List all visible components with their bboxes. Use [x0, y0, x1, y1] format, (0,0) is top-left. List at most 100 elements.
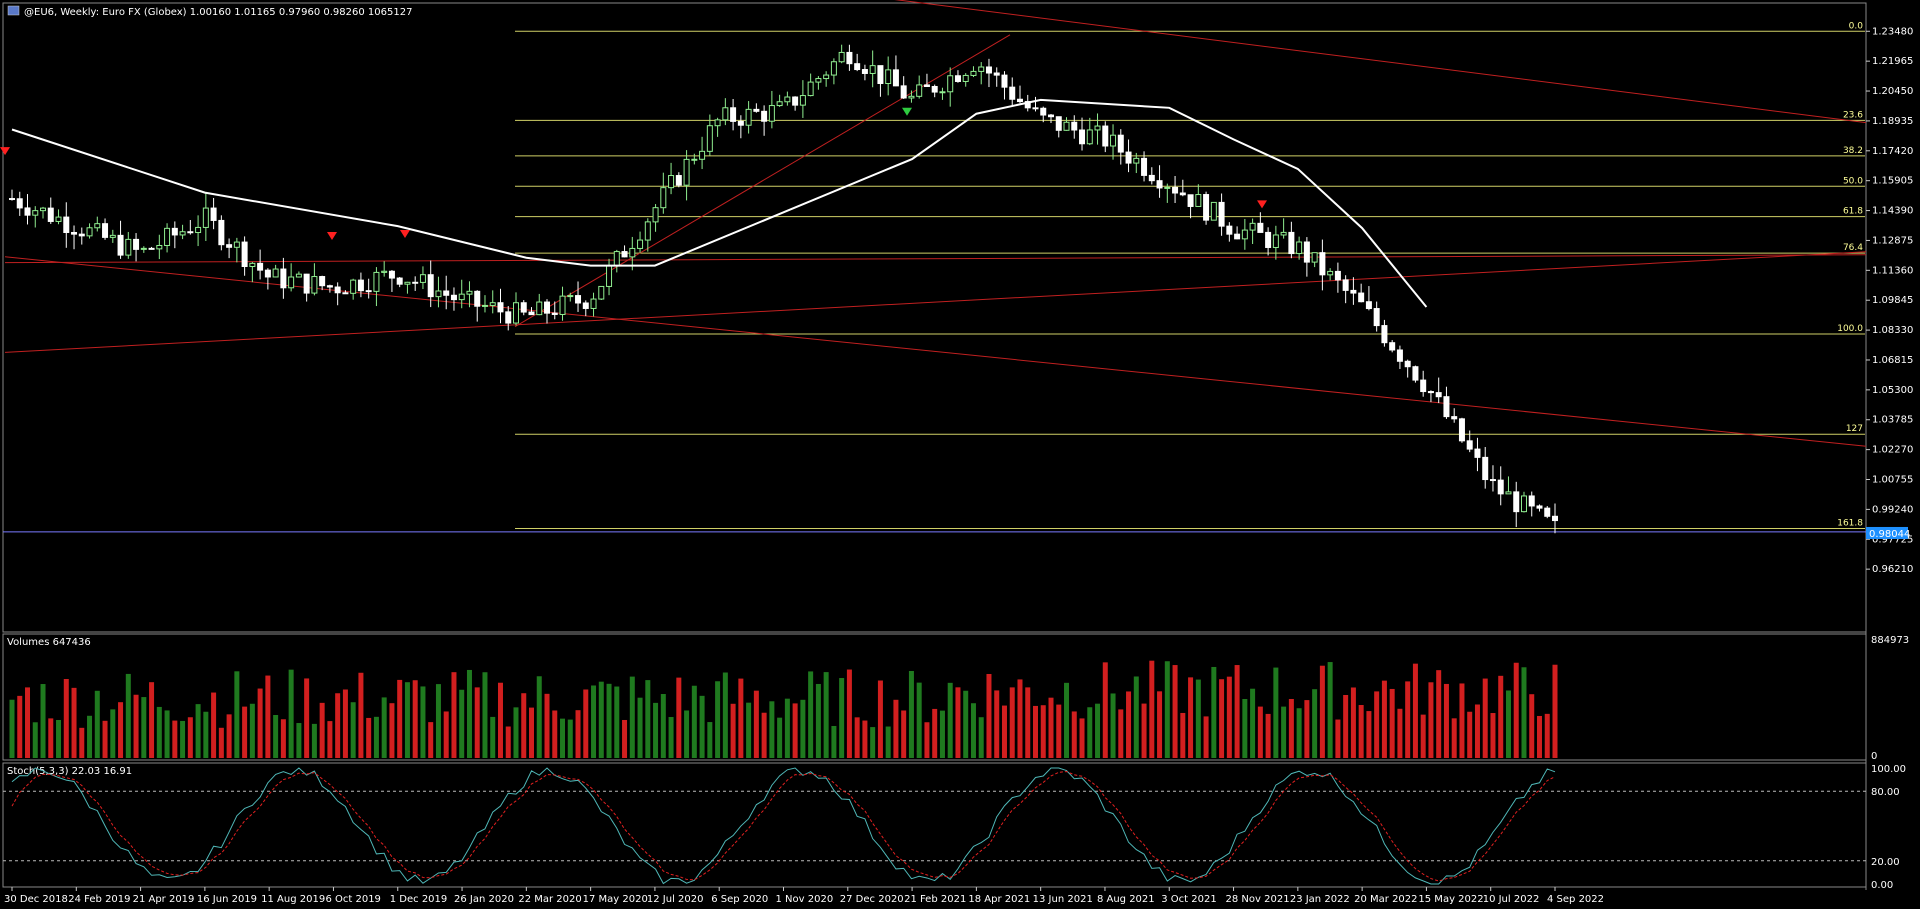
- time-tick-label: 10 Jul 2022: [1483, 894, 1540, 905]
- candle-body: [357, 279, 364, 292]
- volume-bar: [242, 706, 248, 758]
- volume-bar: [1420, 714, 1426, 758]
- volume-bar: [575, 710, 581, 758]
- volume-bar: [1273, 667, 1279, 758]
- stoch-label: Stoch(5,3,3) 22.03 16.91: [7, 766, 132, 777]
- volume-bar: [358, 672, 364, 758]
- time-tick-label: 27 Dec 2020: [840, 894, 904, 905]
- candle-body: [1412, 366, 1419, 381]
- volume-bar: [606, 683, 612, 758]
- candle-body: [854, 63, 861, 71]
- time-tick-label: 26 Jan 2020: [454, 894, 514, 905]
- stoch-tick-label: 80.00: [1871, 787, 1900, 798]
- volume-bar: [1071, 711, 1077, 758]
- candle-body: [233, 241, 240, 248]
- stoch-panel-frame: [2, 762, 1867, 888]
- trend-line[interactable]: [514, 34, 1011, 328]
- candle-body: [792, 96, 799, 106]
- volume-bar: [180, 720, 186, 758]
- candle-body: [730, 107, 737, 122]
- volume-bar: [404, 682, 410, 758]
- candle-body: [1172, 186, 1179, 194]
- trend-line[interactable]: [130, 0, 1867, 124]
- volume-bar: [211, 692, 217, 758]
- time-tick-label: 20 Mar 2022: [1354, 894, 1417, 905]
- candle-body: [164, 227, 171, 246]
- volume-bar: [1126, 691, 1132, 758]
- volume-bar: [420, 686, 426, 758]
- volume-bar: [753, 690, 759, 758]
- volume-bar: [1234, 665, 1240, 758]
- time-tick-label: 18 Apr 2021: [968, 894, 1030, 905]
- volume-bar: [1180, 712, 1186, 758]
- volume-bar: [691, 685, 697, 758]
- volume-bar: [823, 672, 829, 758]
- time-tick-label: 4 Sep 2022: [1547, 894, 1604, 905]
- volume-bar: [1226, 676, 1232, 758]
- volume-bar: [474, 687, 480, 758]
- fibonacci-levels[interactable]: 0.0 23.6 38.2 50.0 61.8 76.4 100.0 127 161.8: [515, 21, 1865, 530]
- candle-body: [1241, 229, 1248, 240]
- candle-body: [637, 239, 644, 249]
- candle-body: [481, 304, 488, 307]
- candle-body: [1249, 222, 1256, 231]
- candle-body: [1513, 491, 1520, 513]
- volume-bar: [350, 702, 356, 758]
- candle-body: [55, 216, 62, 222]
- volume-bar: [335, 693, 341, 758]
- candle-body: [1063, 121, 1070, 131]
- trend-line[interactable]: [4, 254, 1867, 264]
- fib-level-label: 23.6: [1843, 110, 1863, 120]
- price-tick-label: 1.17420: [1872, 146, 1913, 157]
- volume-bar: [17, 695, 23, 758]
- candle-body: [249, 262, 256, 267]
- trend-line[interactable]: [4, 251, 1867, 353]
- volume-bar: [792, 703, 798, 758]
- price-tick-label: 1.02270: [1872, 445, 1913, 456]
- candle-body: [1009, 86, 1016, 100]
- volume-bar: [660, 694, 666, 758]
- candle-body: [40, 207, 47, 212]
- candle-body: [1396, 349, 1403, 362]
- time-tick-label: 1 Dec 2019: [390, 894, 448, 905]
- volume-bar: [1443, 683, 1449, 758]
- candle-body: [226, 244, 233, 248]
- candle-body: [373, 271, 380, 292]
- volume-bar: [1381, 680, 1387, 758]
- candle-body: [544, 301, 551, 314]
- stoch-tick-label: 20.00: [1871, 857, 1900, 868]
- candle-body: [1102, 125, 1109, 147]
- volume-bar: [389, 703, 395, 758]
- candle-body: [536, 301, 543, 316]
- volume-bar: [978, 717, 984, 758]
- candle-body: [1226, 225, 1233, 235]
- volume-bar: [1188, 677, 1194, 758]
- stoch-tick-label: 100.00: [1871, 764, 1906, 775]
- volume-bar: [110, 709, 116, 758]
- volume-bar: [1242, 699, 1248, 758]
- volume-bar: [1032, 705, 1038, 758]
- volume-max-tick: 884973: [1871, 635, 1909, 646]
- candle-body: [187, 231, 194, 234]
- candle-body: [326, 285, 333, 288]
- volume-bar: [1451, 718, 1457, 758]
- candle-body: [947, 75, 954, 93]
- price-tick-label: 1.03785: [1872, 415, 1913, 426]
- volume-bar: [366, 717, 372, 758]
- candle-body: [1288, 231, 1295, 255]
- price-axis: 1.23480 1.21965 1.20450 1.18935 1.17420 1.159…: [1866, 26, 1913, 575]
- volume-bar: [505, 726, 511, 758]
- fib-level-label: 61.8: [1843, 207, 1863, 217]
- volume-bar: [676, 677, 682, 758]
- candle-body: [776, 101, 783, 107]
- volume-bar: [846, 669, 852, 758]
- volume-bar: [1017, 679, 1023, 758]
- candle-body: [978, 66, 985, 72]
- time-axis: 30 Dec 2018 24 Feb 2019 21 Apr 2019 16 Jun …: [4, 887, 1604, 905]
- fib-level-label: 38.2: [1843, 146, 1863, 156]
- candle-body: [1016, 98, 1023, 103]
- volume-bar: [25, 687, 31, 758]
- trend-lines[interactable]: [3, 0, 1867, 533]
- volume-bar: [102, 720, 108, 758]
